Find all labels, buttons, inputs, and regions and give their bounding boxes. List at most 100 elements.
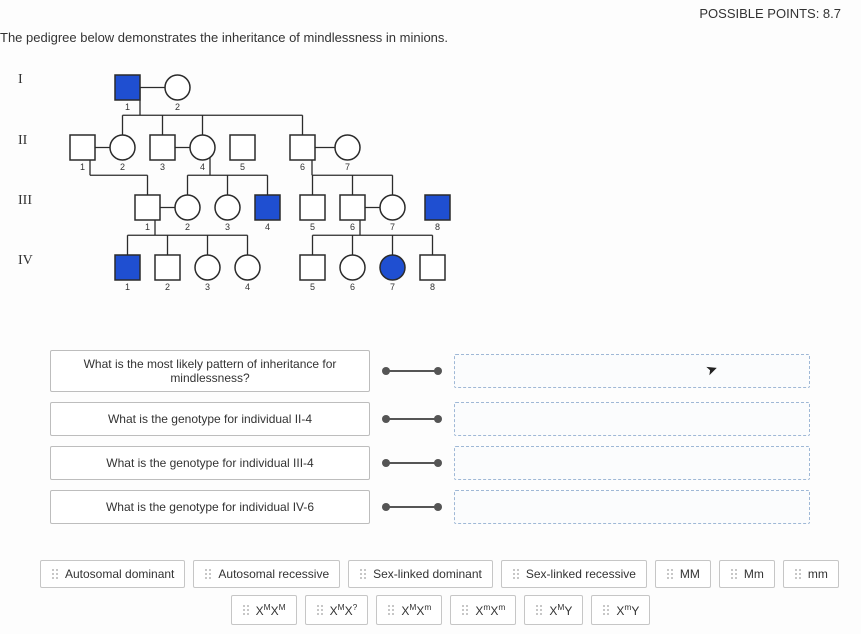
answer-chip-label: Autosomal dominant: [65, 567, 174, 581]
connector: [382, 505, 442, 509]
answer-chip[interactable]: mm: [783, 560, 839, 588]
pedigree-individual-number: 7: [390, 222, 395, 232]
pedigree-individual-number: 4: [245, 282, 250, 292]
answer-chip-label: XMXM: [256, 602, 286, 618]
pedigree-individual: [175, 195, 200, 220]
drag-handle-icon: [387, 604, 395, 616]
drag-handle-icon: [359, 568, 367, 580]
answer-chip[interactable]: XMXM: [231, 595, 297, 625]
answer-chip[interactable]: XMY: [524, 595, 583, 625]
pedigree-individual-number: 3: [205, 282, 210, 292]
match-row: What is the genotype for individual II-4: [50, 402, 810, 436]
prompt-iv6: What is the genotype for individual IV-6: [50, 490, 370, 524]
answer-chip[interactable]: XmY: [591, 595, 650, 625]
prompt-ii4: What is the genotype for individual II-4: [50, 402, 370, 436]
pedigree-diagram: 1212345671234567812345678: [60, 60, 480, 300]
pedigree-individual: [425, 195, 450, 220]
pedigree-individual-number: 3: [225, 222, 230, 232]
question-instruction: The pedigree below demonstrates the inhe…: [0, 30, 448, 45]
drag-handle-icon: [461, 604, 469, 616]
answer-chip[interactable]: Autosomal dominant: [40, 560, 185, 588]
pedigree-individual: [70, 135, 95, 160]
pedigree-individual-number: 4: [200, 162, 205, 172]
answer-chip-label: Autosomal recessive: [218, 567, 329, 581]
answer-chip-label: XMX?: [330, 602, 358, 618]
gen-label-4: IV: [18, 253, 33, 269]
answer-chip[interactable]: XMXm: [376, 595, 442, 625]
pedigree-individual-number: 1: [80, 162, 85, 172]
answer-chip-label: mm: [808, 567, 828, 581]
pedigree-individual: [115, 75, 140, 100]
answer-chip-label: XmXm: [475, 602, 505, 618]
matching-area: What is the most likely pattern of inher…: [50, 350, 810, 534]
pedigree-individual-number: 2: [185, 222, 190, 232]
drag-handle-icon: [535, 604, 543, 616]
connector: [382, 369, 442, 373]
possible-points: POSSIBLE POINTS: 8.7: [699, 6, 841, 21]
pedigree-individual: [340, 195, 365, 220]
answer-bank-row2: XMXM XMX? XMXm XmXm XMY XmY: [40, 595, 841, 625]
pedigree-individual: [165, 75, 190, 100]
pedigree-individual-number: 6: [300, 162, 305, 172]
match-row: What is the most likely pattern of inher…: [50, 350, 810, 392]
drag-handle-icon: [316, 604, 324, 616]
answer-bank-row1: Autosomal dominant Autosomal recessive Sex…: [40, 560, 841, 588]
answer-chip[interactable]: XmXm: [450, 595, 516, 625]
drag-handle-icon: [204, 568, 212, 580]
drag-handle-icon: [242, 604, 250, 616]
drag-handle-icon: [512, 568, 520, 580]
drag-handle-icon: [794, 568, 802, 580]
pedigree-individual: [235, 255, 260, 280]
pedigree-individual-number: 8: [430, 282, 435, 292]
pedigree-individual-number: 1: [125, 282, 130, 292]
pedigree-individual: [110, 135, 135, 160]
answer-chip[interactable]: Sex-linked dominant: [348, 560, 493, 588]
drop-zone-1[interactable]: [454, 354, 810, 388]
prompt-pattern: What is the most likely pattern of inher…: [50, 350, 370, 392]
pedigree-individual: [215, 195, 240, 220]
pedigree-individual-number: 2: [165, 282, 170, 292]
gen-label-2: II: [18, 133, 27, 149]
pedigree-individual: [195, 255, 220, 280]
answer-chip-label: Sex-linked recessive: [526, 567, 636, 581]
pedigree-individual-number: 5: [310, 222, 315, 232]
drag-handle-icon: [51, 568, 59, 580]
pedigree-individual: [340, 255, 365, 280]
drag-handle-icon: [730, 568, 738, 580]
pedigree-individual-number: 2: [120, 162, 125, 172]
pedigree-individual-number: 1: [145, 222, 150, 232]
pedigree-individual: [190, 135, 215, 160]
drop-zone-2[interactable]: [454, 402, 810, 436]
pedigree-individual-number: 6: [350, 282, 355, 292]
pedigree-individual: [135, 195, 160, 220]
pedigree-individual-number: 7: [345, 162, 350, 172]
pedigree-individual-number: 5: [310, 282, 315, 292]
answer-chip[interactable]: Mm: [719, 560, 775, 588]
pedigree-individual: [290, 135, 315, 160]
pedigree-individual-number: 1: [125, 102, 130, 112]
match-row: What is the genotype for individual IV-6: [50, 490, 810, 524]
answer-chip[interactable]: MM: [655, 560, 711, 588]
prompt-iii4: What is the genotype for individual III-…: [50, 446, 370, 480]
answer-chip[interactable]: Autosomal recessive: [193, 560, 340, 588]
pedigree-individual: [115, 255, 140, 280]
pedigree-individual: [380, 195, 405, 220]
answer-chip[interactable]: XMX?: [305, 595, 369, 625]
pedigree-individual: [230, 135, 255, 160]
drop-zone-4[interactable]: [454, 490, 810, 524]
answer-chip-label: XMY: [549, 602, 572, 618]
pedigree-individual-number: 6: [350, 222, 355, 232]
pedigree-individual: [380, 255, 405, 280]
pedigree-individual-number: 2: [175, 102, 180, 112]
pedigree-individual-number: 7: [390, 282, 395, 292]
pedigree-individual-number: 3: [160, 162, 165, 172]
match-row: What is the genotype for individual III-…: [50, 446, 810, 480]
drop-zone-3[interactable]: [454, 446, 810, 480]
pedigree-individual: [155, 255, 180, 280]
pedigree-individual: [300, 255, 325, 280]
pedigree-individual-number: 4: [265, 222, 270, 232]
pedigree-individual-number: 5: [240, 162, 245, 172]
gen-label-1: I: [18, 72, 23, 88]
answer-chip[interactable]: Sex-linked recessive: [501, 560, 647, 588]
pedigree-individual: [420, 255, 445, 280]
